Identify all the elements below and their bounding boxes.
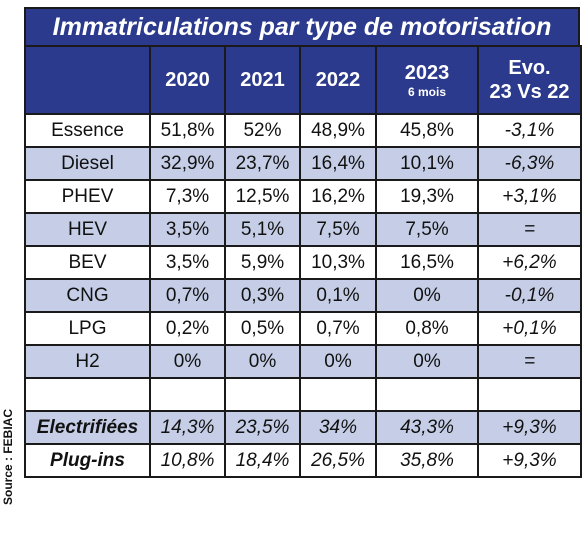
empty-cell bbox=[224, 377, 301, 412]
table-row: BEV 3,5% 5,9% 10,3% 16,5% +6,2% bbox=[24, 245, 582, 280]
value-cell-2021: 5,9% bbox=[224, 245, 301, 280]
table-title: Immatriculations par type de motorisatio… bbox=[24, 7, 580, 45]
value-cell-2021: 23,7% bbox=[224, 146, 301, 181]
value-cell-2021: 0,3% bbox=[224, 278, 301, 313]
evolution-cell: +9,3% bbox=[477, 410, 582, 445]
value-cell-2020: 32,9% bbox=[149, 146, 226, 181]
value-cell-2020: 10,8% bbox=[149, 443, 226, 478]
header-year-2021: 2021 bbox=[224, 45, 301, 115]
evolution-cell: +6,2% bbox=[477, 245, 582, 280]
table-row: HEV 3,5% 5,1% 7,5% 7,5% = bbox=[24, 212, 582, 247]
value-cell-2021: 52% bbox=[224, 113, 301, 148]
header-year-2023-label: 2023 bbox=[404, 62, 450, 84]
row-label: Plug-ins bbox=[24, 443, 151, 478]
row-label: Essence bbox=[24, 113, 151, 148]
evolution-cell: -6,3% bbox=[477, 146, 582, 181]
header-evo-line2: 23 Vs 22 bbox=[489, 81, 570, 103]
table-row: Essence 51,8% 52% 48,9% 45,8% -3,1% bbox=[24, 113, 582, 148]
evolution-cell: = bbox=[477, 212, 582, 247]
row-label: H2 bbox=[24, 344, 151, 379]
header-year-2022: 2022 bbox=[299, 45, 377, 115]
table-row: Diesel 32,9% 23,7% 16,4% 10,1% -6,3% bbox=[24, 146, 582, 181]
value-cell-2021: 23,5% bbox=[224, 410, 301, 445]
value-cell-2022: 0,7% bbox=[299, 311, 377, 346]
evolution-cell: +3,1% bbox=[477, 179, 582, 214]
row-label: LPG bbox=[24, 311, 151, 346]
value-cell-2022: 0% bbox=[299, 344, 377, 379]
value-cell-2023: 0% bbox=[375, 344, 479, 379]
value-cell-2020: 0,2% bbox=[149, 311, 226, 346]
value-cell-2021: 12,5% bbox=[224, 179, 301, 214]
value-cell-2020: 0,7% bbox=[149, 278, 226, 313]
empty-row bbox=[24, 377, 582, 412]
value-cell-2020: 3,5% bbox=[149, 212, 226, 247]
summary-body: Electrifiées 14,3% 23,5% 34% 43,3% +9,3% Plug-… bbox=[24, 410, 582, 478]
empty-cell bbox=[299, 377, 377, 412]
header-evo-line1: Evo. bbox=[508, 57, 551, 79]
value-cell-2022: 48,9% bbox=[299, 113, 377, 148]
empty-cell bbox=[375, 377, 479, 412]
evolution-cell: +0,1% bbox=[477, 311, 582, 346]
header-year-2020: 2020 bbox=[149, 45, 226, 115]
value-cell-2023: 43,3% bbox=[375, 410, 479, 445]
value-cell-2023: 10,1% bbox=[375, 146, 479, 181]
value-cell-2023: 7,5% bbox=[375, 212, 479, 247]
row-label: Electrifiées bbox=[24, 410, 151, 445]
table-body: Essence 51,8% 52% 48,9% 45,8% -3,1% Diesel 32,9… bbox=[24, 113, 582, 379]
value-cell-2023: 16,5% bbox=[375, 245, 479, 280]
value-cell-2023: 35,8% bbox=[375, 443, 479, 478]
value-cell-2020: 0% bbox=[149, 344, 226, 379]
row-label: HEV bbox=[24, 212, 151, 247]
empty-cell bbox=[24, 377, 151, 412]
empty-cell bbox=[477, 377, 582, 412]
summary-row: Electrifiées 14,3% 23,5% 34% 43,3% +9,3% bbox=[24, 410, 582, 445]
value-cell-2022: 26,5% bbox=[299, 443, 377, 478]
empty-cell bbox=[149, 377, 226, 412]
value-cell-2022: 10,3% bbox=[299, 245, 377, 280]
value-cell-2021: 5,1% bbox=[224, 212, 301, 247]
value-cell-2023: 19,3% bbox=[375, 179, 479, 214]
value-cell-2023: 0% bbox=[375, 278, 479, 313]
source-note: Source : FEBIAC bbox=[1, 408, 15, 505]
row-label: Diesel bbox=[24, 146, 151, 181]
evolution-cell: = bbox=[477, 344, 582, 379]
header-row: 2020 2021 2022 2023 6 mois Evo. 23 Vs 22 bbox=[24, 45, 582, 115]
value-cell-2020: 7,3% bbox=[149, 179, 226, 214]
value-cell-2023: 45,8% bbox=[375, 113, 479, 148]
evolution-cell: -3,1% bbox=[477, 113, 582, 148]
value-cell-2022: 7,5% bbox=[299, 212, 377, 247]
registrations-table-panel: Immatriculations par type de motorisatio… bbox=[24, 7, 582, 478]
header-year-2023-sub: 6 mois bbox=[407, 85, 446, 99]
table-row: LPG 0,2% 0,5% 0,7% 0,8% +0,1% bbox=[24, 311, 582, 346]
registrations-table: 2020 2021 2022 2023 6 mois Evo. 23 Vs 22… bbox=[24, 45, 582, 478]
table-row: H2 0% 0% 0% 0% = bbox=[24, 344, 582, 379]
value-cell-2021: 0,5% bbox=[224, 311, 301, 346]
header-empty-cell bbox=[24, 45, 151, 115]
evolution-cell: +9,3% bbox=[477, 443, 582, 478]
evolution-cell: -0,1% bbox=[477, 278, 582, 313]
value-cell-2020: 3,5% bbox=[149, 245, 226, 280]
value-cell-2022: 0,1% bbox=[299, 278, 377, 313]
table-row: CNG 0,7% 0,3% 0,1% 0% -0,1% bbox=[24, 278, 582, 313]
table-row: PHEV 7,3% 12,5% 16,2% 19,3% +3,1% bbox=[24, 179, 582, 214]
value-cell-2021: 0% bbox=[224, 344, 301, 379]
row-label: CNG bbox=[24, 278, 151, 313]
value-cell-2020: 51,8% bbox=[149, 113, 226, 148]
header-year-2023: 2023 6 mois bbox=[375, 45, 479, 115]
header-evolution: Evo. 23 Vs 22 bbox=[477, 45, 582, 115]
value-cell-2023: 0,8% bbox=[375, 311, 479, 346]
value-cell-2022: 16,2% bbox=[299, 179, 377, 214]
row-label: PHEV bbox=[24, 179, 151, 214]
value-cell-2021: 18,4% bbox=[224, 443, 301, 478]
summary-row: Plug-ins 10,8% 18,4% 26,5% 35,8% +9,3% bbox=[24, 443, 582, 478]
value-cell-2020: 14,3% bbox=[149, 410, 226, 445]
value-cell-2022: 16,4% bbox=[299, 146, 377, 181]
row-label: BEV bbox=[24, 245, 151, 280]
value-cell-2022: 34% bbox=[299, 410, 377, 445]
